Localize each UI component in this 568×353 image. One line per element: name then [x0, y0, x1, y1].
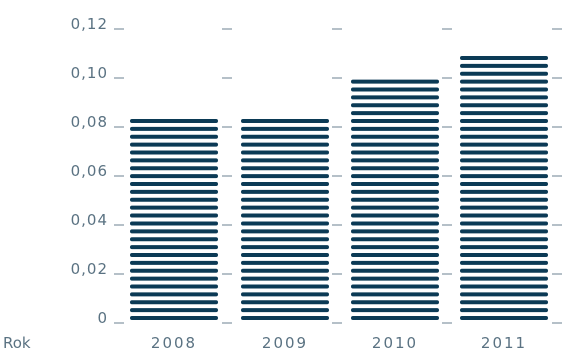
x-tick-label: 2010	[372, 334, 418, 352]
bar-2009	[241, 119, 329, 320]
bar-2010	[351, 79, 439, 320]
bars-group	[130, 55, 548, 320]
x-tick-label: 2009	[262, 334, 308, 352]
y-tick-labels: 0 0,02 0,04 0,06 0,08 0,10 0,12	[71, 15, 108, 327]
x-tick-labels: 2008 2009 2010 2011	[151, 334, 527, 352]
y-tick-label: 0,12	[71, 15, 108, 33]
y-tick-label: 0,10	[71, 64, 108, 82]
y-tick-label: 0,06	[71, 162, 108, 180]
bar-2008	[130, 119, 218, 320]
y-tick-label: 0,08	[71, 113, 108, 131]
x-axis-title: Rok	[3, 334, 31, 352]
y-tick-label: 0,04	[71, 211, 108, 229]
x-tick-label: 2008	[151, 334, 197, 352]
bar-2011	[460, 55, 548, 320]
tick-marks-group	[114, 28, 562, 324]
x-tick-label: 2011	[481, 334, 527, 352]
y-tick-label: 0	[97, 309, 108, 327]
y-tick-label: 0,02	[71, 260, 108, 278]
